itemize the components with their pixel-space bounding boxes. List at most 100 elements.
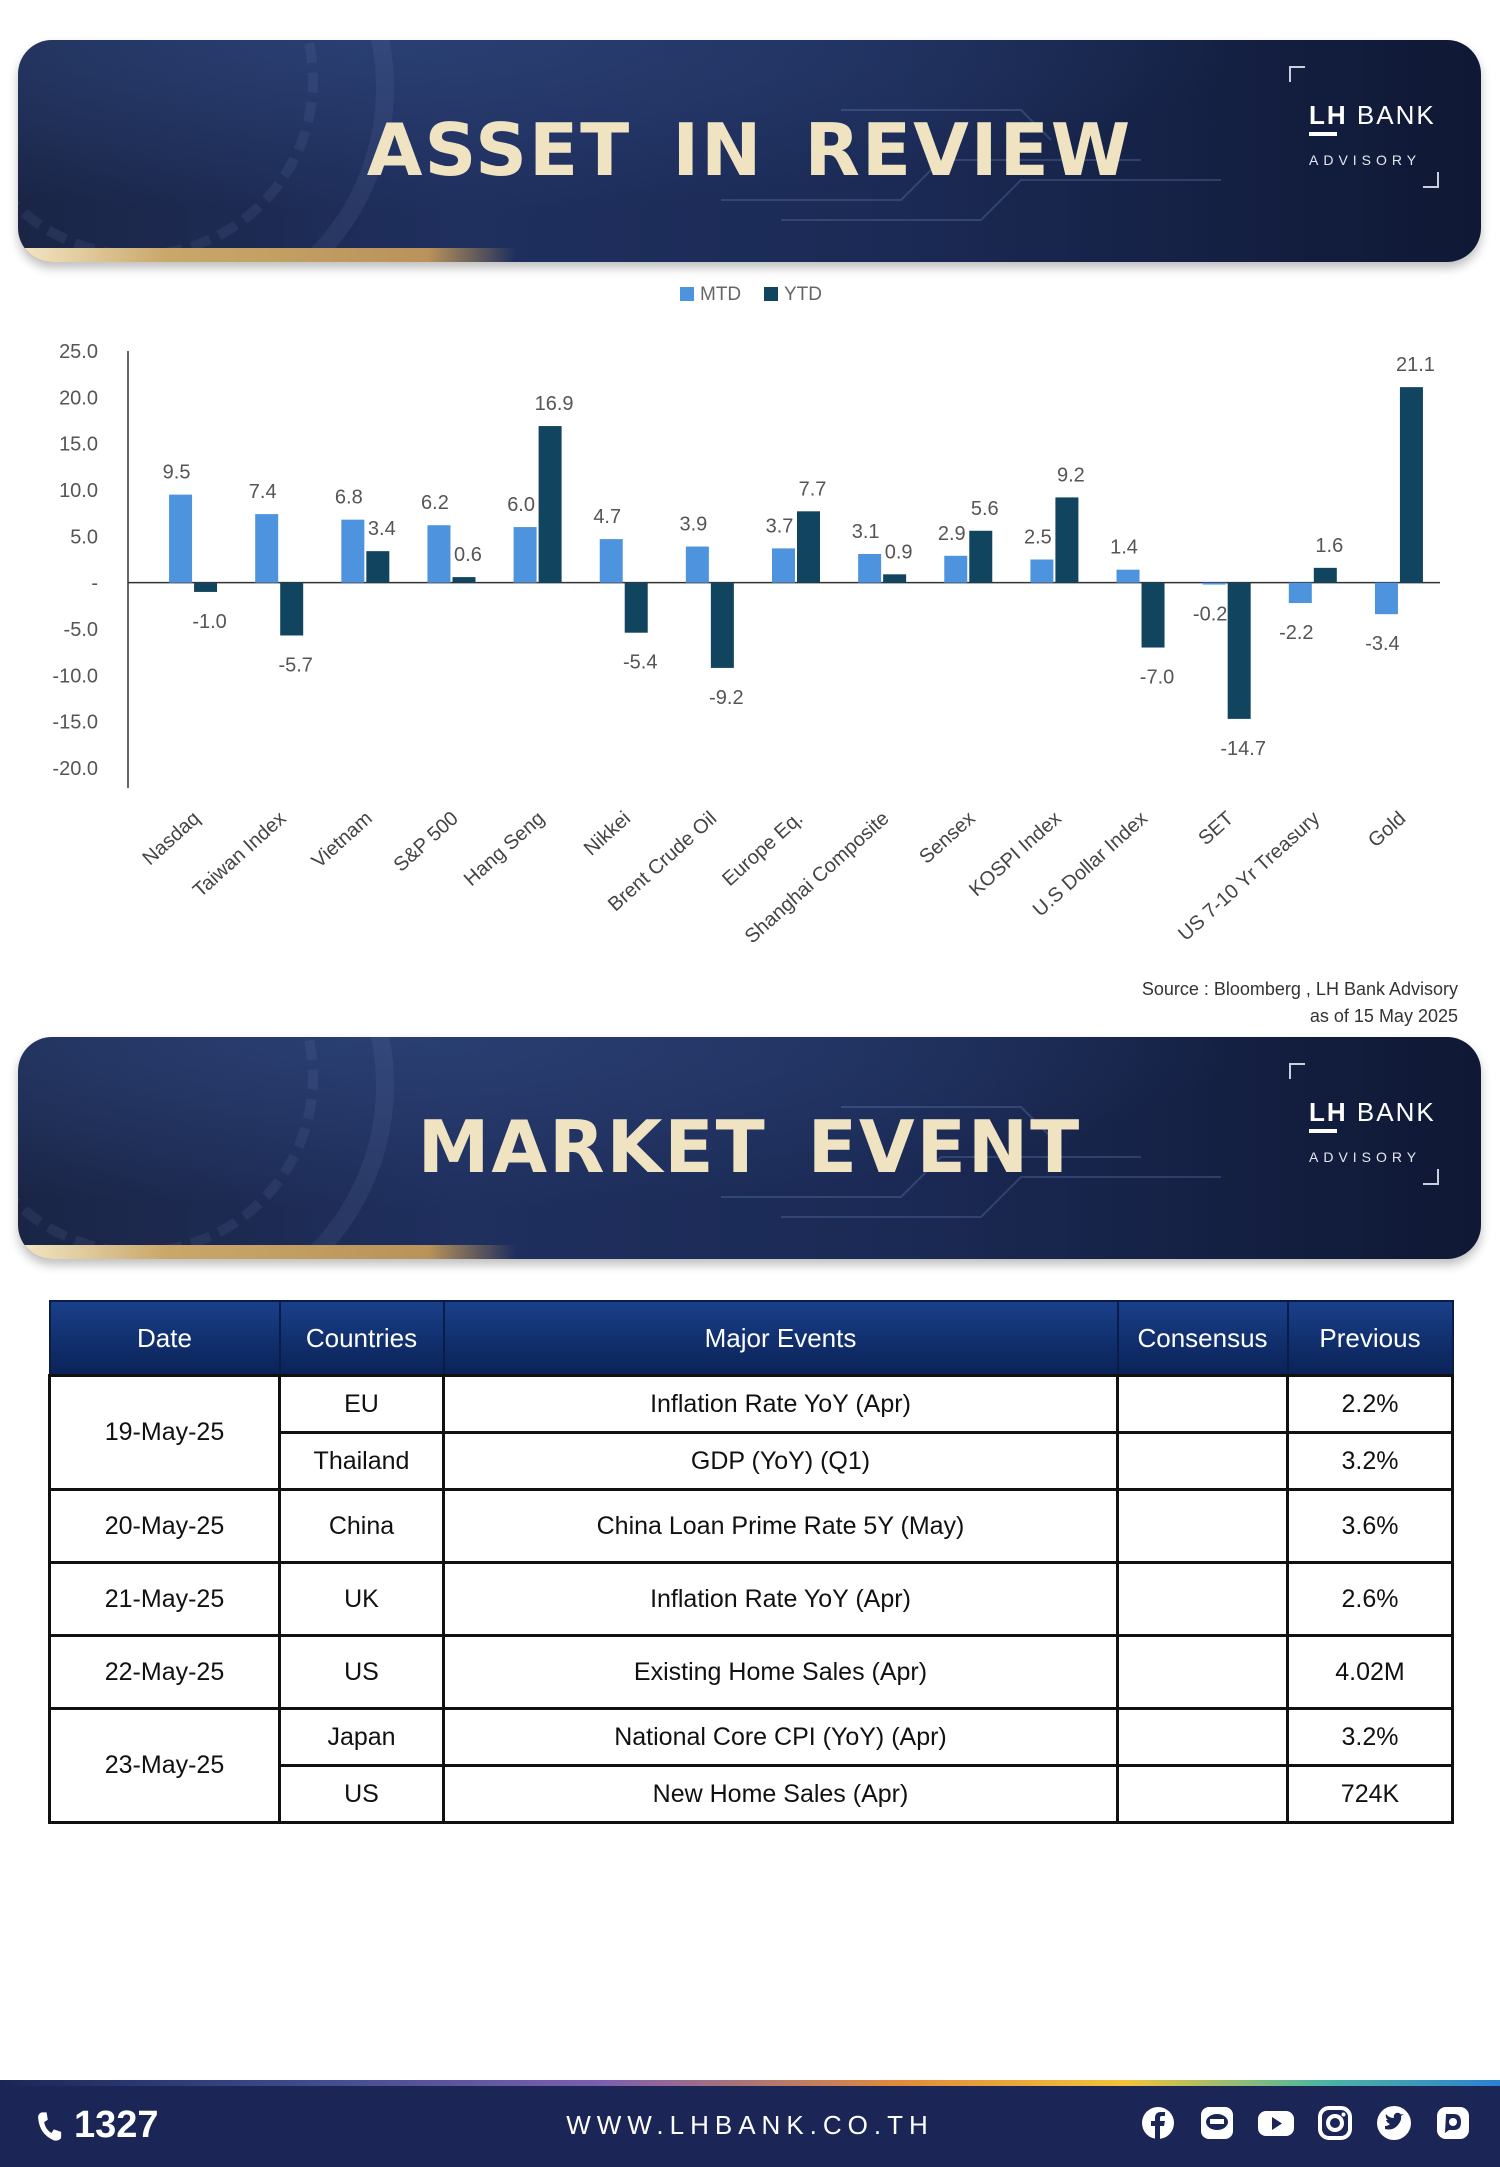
x-tick-label: Taiwan Index xyxy=(189,807,290,901)
table-row: 21-May-25 UK Inflation Rate YoY (Apr) 2.… xyxy=(48,1561,1454,1637)
date-cell: 21-May-25 xyxy=(48,1561,281,1637)
y-tick-label: 10.0 xyxy=(59,480,98,502)
y-tick-label: - xyxy=(91,573,98,595)
data-label: -2.2 xyxy=(1279,622,1313,644)
bar-ytd xyxy=(280,582,304,636)
twitter-icon[interactable] xyxy=(1373,2102,1415,2144)
market-events-table: Date Countries Major Events Consensus Pr… xyxy=(48,1300,1454,1824)
header-major-events: Major Events xyxy=(442,1300,1119,1377)
x-tick-label: Europe Eq. xyxy=(718,807,807,890)
source-text: Source : Bloomberg , LH Bank Advisory xyxy=(1141,979,1458,999)
consensus-cell xyxy=(1116,1488,1289,1564)
date-cell: 22-May-25 xyxy=(48,1634,281,1710)
data-label: 0.6 xyxy=(454,544,482,566)
data-label: 6.2 xyxy=(421,492,449,514)
data-label: 21.1 xyxy=(1396,354,1435,376)
previous-cell: 2.6% xyxy=(1286,1561,1454,1637)
data-label: 2.5 xyxy=(1024,527,1052,549)
data-label: -9.2 xyxy=(709,687,743,709)
previous-cell: 3.2% xyxy=(1286,1431,1454,1491)
website-link[interactable]: WWW.LHBANK.CO.TH xyxy=(566,2110,934,2140)
y-tick-label: -5.0 xyxy=(64,619,98,641)
data-label: 6.8 xyxy=(335,487,363,509)
line-icon[interactable] xyxy=(1196,2102,1238,2144)
data-label: 5.6 xyxy=(971,498,999,520)
table-row: 19-May-25 EU Inflation Rate YoY (Apr) 2.… xyxy=(48,1374,1454,1491)
date-cell: 20-May-25 xyxy=(48,1488,281,1564)
country-cell: US xyxy=(278,1634,445,1710)
bar-mtd xyxy=(1288,582,1312,604)
data-label: 9.5 xyxy=(163,462,191,484)
x-tick-label: Sensex xyxy=(915,807,979,868)
bar-ytd xyxy=(1227,582,1251,719)
bar-ytd xyxy=(969,530,993,583)
circuit-decoration xyxy=(721,1106,1221,1218)
event-cell: Existing Home Sales (Apr) xyxy=(442,1634,1119,1710)
date-cell: 19-May-25 xyxy=(48,1374,281,1491)
instagram-icon[interactable] xyxy=(1314,2102,1356,2144)
consensus-cell xyxy=(1116,1374,1289,1434)
x-tick-label: Shanghai Composite xyxy=(741,807,894,948)
data-label: 1.4 xyxy=(1110,537,1138,559)
data-label: -3.4 xyxy=(1365,633,1399,655)
table-row: US New Home Sales (Apr) 724K xyxy=(50,1764,1454,1824)
rainbow-stripe xyxy=(0,2080,1500,2086)
bar-mtd xyxy=(858,553,882,583)
data-label: -0.2 xyxy=(1193,604,1227,626)
asset-performance-chart: MTD YTD 25.0 20.0 15.0 10.0 5.0 - -5.0 -10.0 -15.0… xyxy=(52,284,1440,948)
data-label: 6.0 xyxy=(507,494,535,516)
footer-bar: 1327 WWW.LHBANK.CO.TH xyxy=(0,2080,1500,2167)
table-header-row: Date Countries Major Events Consensus Pr… xyxy=(48,1300,1454,1377)
previous-cell: 3.6% xyxy=(1286,1488,1454,1564)
date-cell: 23-May-25 xyxy=(48,1707,281,1824)
as-of-date: as of 15 May 2025 xyxy=(1309,1006,1458,1026)
previous-cell: 4.02M xyxy=(1286,1634,1454,1710)
bar-mtd xyxy=(1030,559,1054,583)
consensus-cell xyxy=(1116,1764,1289,1824)
table-row: 23-May-25 Japan National Core CPI (YoY) … xyxy=(48,1707,1454,1824)
data-label: -14.7 xyxy=(1220,738,1266,760)
banner-title: ASSET IN REVIEW xyxy=(366,108,1133,192)
table-row: Thailand GDP (YoY) (Q1) 3.2% xyxy=(50,1431,1454,1491)
asset-review-banner: ASSET IN REVIEW LH BANK ADVISORY xyxy=(18,40,1481,262)
legend-label: MTD xyxy=(700,284,741,305)
bar-ytd xyxy=(624,582,648,633)
y-tick-label: 15.0 xyxy=(59,434,98,456)
bar-mtd xyxy=(255,514,279,583)
youtube-icon[interactable] xyxy=(1255,2102,1297,2144)
previous-cell: 724K xyxy=(1286,1764,1454,1824)
event-cell: New Home Sales (Apr) xyxy=(442,1764,1119,1824)
data-label: 4.7 xyxy=(593,506,621,528)
circuit-decoration xyxy=(721,109,1221,221)
data-label: 1.6 xyxy=(1315,535,1343,557)
event-cell: GDP (YoY) (Q1) xyxy=(442,1431,1119,1491)
bar-mtd xyxy=(427,525,451,583)
legend-swatch xyxy=(680,287,694,301)
social-links xyxy=(1137,2102,1474,2144)
header-previous: Previous xyxy=(1286,1300,1454,1377)
bar-mtd xyxy=(513,527,537,583)
bar-mtd xyxy=(1116,569,1140,583)
country-cell: China xyxy=(278,1488,445,1564)
blockdit-icon[interactable] xyxy=(1432,2102,1474,2144)
y-tick-label: 25.0 xyxy=(59,341,98,363)
previous-cell: 3.2% xyxy=(1286,1707,1454,1767)
bar-ytd xyxy=(710,582,734,668)
bar-mtd xyxy=(341,519,365,583)
bar-mtd xyxy=(599,539,623,583)
phone-link[interactable]: 1327 xyxy=(34,2104,159,2147)
data-label: -5.7 xyxy=(278,654,312,676)
phone-icon xyxy=(38,2112,62,2141)
phone-number: 1327 xyxy=(74,2104,159,2146)
facebook-icon[interactable] xyxy=(1137,2102,1179,2144)
x-tick-label: Hang Seng xyxy=(460,807,549,890)
data-label: 7.4 xyxy=(249,481,277,503)
bar-mtd xyxy=(772,548,795,583)
data-label: -7.0 xyxy=(1140,667,1174,689)
x-tick-label: Nasdaq xyxy=(138,807,204,869)
header-consensus: Consensus xyxy=(1116,1300,1289,1377)
y-tick-label: 5.0 xyxy=(70,526,98,548)
event-cell: Inflation Rate YoY (Apr) xyxy=(442,1374,1119,1434)
consensus-cell xyxy=(1116,1634,1289,1710)
bar-ytd xyxy=(194,582,218,592)
